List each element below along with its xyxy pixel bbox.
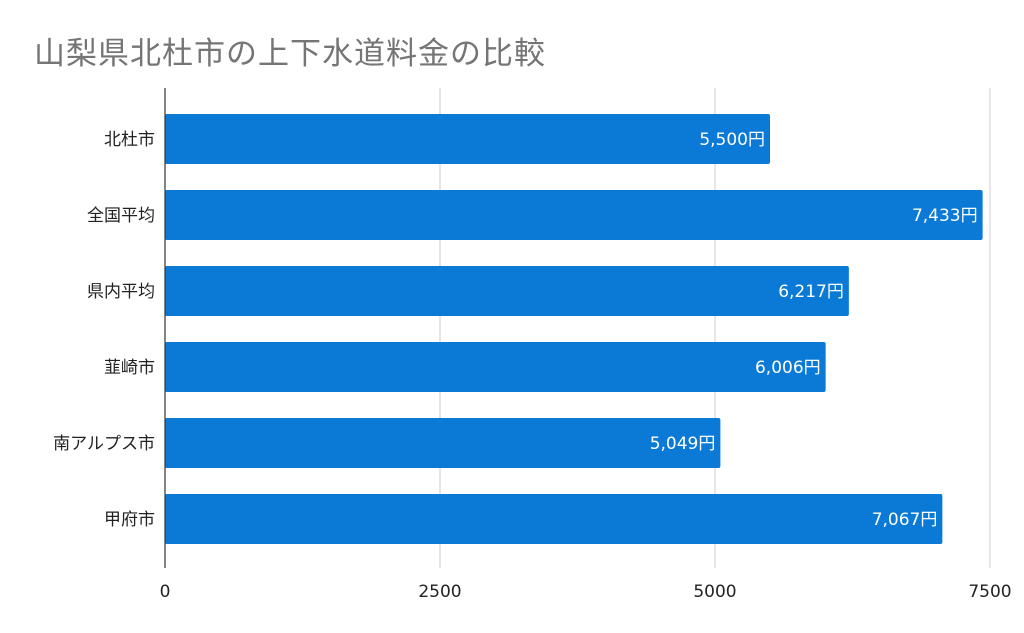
- bar: [165, 342, 826, 392]
- data-label: 6,006円: [755, 358, 821, 378]
- x-tick-label: 5000: [693, 582, 736, 602]
- category-label: 甲府市: [104, 510, 155, 530]
- bar: [165, 418, 721, 468]
- x-tick-label: 7500: [968, 582, 1011, 602]
- category-label: 南アルプス市: [53, 434, 155, 454]
- x-tick-label: 2500: [418, 582, 461, 602]
- category-label: 県内平均: [87, 282, 155, 302]
- category-label: 全国平均: [87, 206, 155, 226]
- data-label: 5,049円: [650, 434, 716, 454]
- bar: [165, 266, 849, 316]
- x-tick-label: 0: [160, 582, 171, 602]
- grid-layer: [439, 88, 991, 568]
- category-label: 韮崎市: [104, 358, 155, 378]
- chart-title: 山梨県北杜市の上下水道料金の比較: [34, 36, 546, 72]
- data-label: 7,433円: [912, 206, 978, 226]
- data-label: 7,067円: [872, 510, 938, 530]
- data-label: 6,217円: [778, 282, 844, 302]
- bar: [165, 190, 983, 240]
- bar: [165, 114, 770, 164]
- category-label: 北杜市: [104, 130, 155, 150]
- bar: [165, 494, 943, 544]
- data-label: 5,500円: [699, 130, 765, 150]
- bar-layer: [165, 114, 983, 544]
